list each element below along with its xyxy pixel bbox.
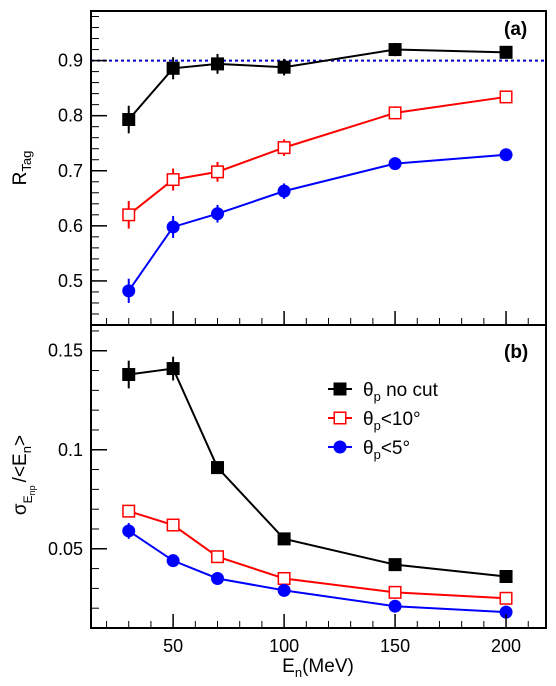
data-point-lt10 — [499, 90, 513, 104]
panel-a-plot — [122, 42, 513, 303]
data-point-nocut — [277, 532, 291, 546]
data-point-lt10 — [277, 141, 291, 155]
panel-b-label: (b) — [504, 342, 528, 363]
y-axis-label-b-subsub: np — [27, 485, 37, 495]
x-axis-label-unit: (MeV) — [302, 656, 354, 677]
data-point-lt5 — [499, 148, 513, 162]
data-point-nocut — [122, 113, 136, 127]
legend-subscript: p — [374, 447, 381, 462]
y-axis-label-b-end: > — [10, 435, 31, 446]
data-point-nocut — [388, 558, 402, 572]
data-point-lt5 — [122, 524, 136, 538]
data-point-nocut — [166, 61, 180, 75]
data-point-nocut — [166, 362, 180, 376]
data-point-lt5 — [211, 207, 225, 221]
x-axis-label-main: E — [282, 656, 295, 677]
x-axis-label: En(MeV) — [282, 656, 354, 680]
data-point-lt5 — [499, 605, 513, 619]
legend-label-nocut: θp no cut — [363, 380, 439, 404]
data-point-lt10 — [388, 585, 402, 599]
data-point-nocut — [277, 60, 291, 74]
data-point-lt5 — [277, 583, 291, 597]
x-tick-label: 200 — [491, 636, 521, 656]
data-point-lt10 — [499, 591, 513, 605]
data-point-lt5 — [166, 220, 180, 234]
panel-b-frame — [90, 324, 547, 629]
legend-text: <5° — [381, 438, 410, 459]
y-tick-label-b: 0.15 — [48, 341, 83, 361]
series-line-lt5 — [127, 153, 507, 292]
series-line-lt10 — [128, 510, 507, 600]
x-axis-label-sub: n — [295, 665, 302, 680]
y-axis-label-a: RTag — [10, 151, 34, 186]
legend-symbol: θ — [363, 409, 374, 430]
data-point-lt10 — [211, 550, 225, 564]
data-point-nocut — [211, 461, 225, 475]
panel-b-plot — [122, 356, 513, 619]
data-point-lt10 — [122, 208, 136, 222]
data-point-lt10 — [211, 165, 225, 179]
x-tick-label: 100 — [269, 636, 299, 656]
y-tick-label-a: 0.7 — [58, 161, 83, 181]
legend-text: no cut — [381, 380, 439, 401]
data-point-lt10 — [122, 504, 136, 518]
data-point-lt5 — [211, 571, 225, 585]
y-axis-label-b-sigma: σ — [10, 503, 31, 515]
legend-label-lt5: θp<5° — [363, 438, 410, 462]
series-line-lt5 — [128, 530, 507, 614]
y-axis-label-a-main: R — [10, 172, 31, 186]
legend-symbol: θ — [363, 438, 374, 459]
y-tick-label-a: 0.8 — [58, 106, 83, 126]
legend-text: <10° — [381, 409, 421, 430]
y-tick-label-a: 0.9 — [58, 51, 83, 71]
y-axis-label-b-rest: /<E — [10, 453, 31, 482]
y-axis-label-b-sub2: n — [19, 446, 34, 453]
y-tick-label-a: 0.5 — [58, 271, 83, 291]
panel-a-label: (a) — [504, 19, 527, 40]
panel-a-frame — [90, 10, 547, 326]
y-axis-label-b: σEnp /<En> — [10, 435, 37, 515]
x-tick-label: 150 — [380, 636, 410, 656]
data-point-lt10 — [166, 518, 180, 532]
data-point-lt5 — [388, 599, 402, 613]
legend-marker-nocut — [333, 382, 347, 396]
x-tick-label: 50 — [163, 636, 183, 656]
legend-subscript: p — [374, 418, 381, 433]
data-point-nocut — [122, 368, 136, 382]
data-point-lt10 — [166, 173, 180, 187]
data-point-lt10 — [388, 106, 402, 120]
y-axis-label-a-sub: Tag — [19, 151, 34, 172]
data-point-nocut — [499, 45, 513, 59]
data-point-lt5 — [166, 554, 180, 568]
series-line-lt10 — [128, 95, 507, 216]
legend-marker-lt5 — [333, 440, 347, 454]
legend-label-lt10: θp<10° — [363, 409, 421, 433]
y-tick-label-b: 0.05 — [48, 539, 83, 559]
y-tick-label-a: 0.6 — [58, 216, 83, 236]
series-line-nocut — [127, 48, 507, 121]
data-point-lt10 — [277, 571, 291, 585]
legend-marker-lt10 — [333, 411, 347, 425]
data-point-nocut — [499, 570, 513, 584]
series-line-nocut — [128, 367, 507, 578]
legend-symbol: θ — [363, 380, 374, 401]
data-point-nocut — [388, 43, 402, 57]
y-axis-label-b-sub: E — [21, 495, 35, 503]
data-point-nocut — [211, 57, 225, 71]
legend-subscript: p — [374, 389, 381, 404]
data-point-lt5 — [122, 284, 136, 298]
data-point-lt5 — [388, 157, 402, 171]
data-point-lt5 — [277, 184, 291, 198]
y-tick-label-b: 0.1 — [58, 440, 83, 460]
